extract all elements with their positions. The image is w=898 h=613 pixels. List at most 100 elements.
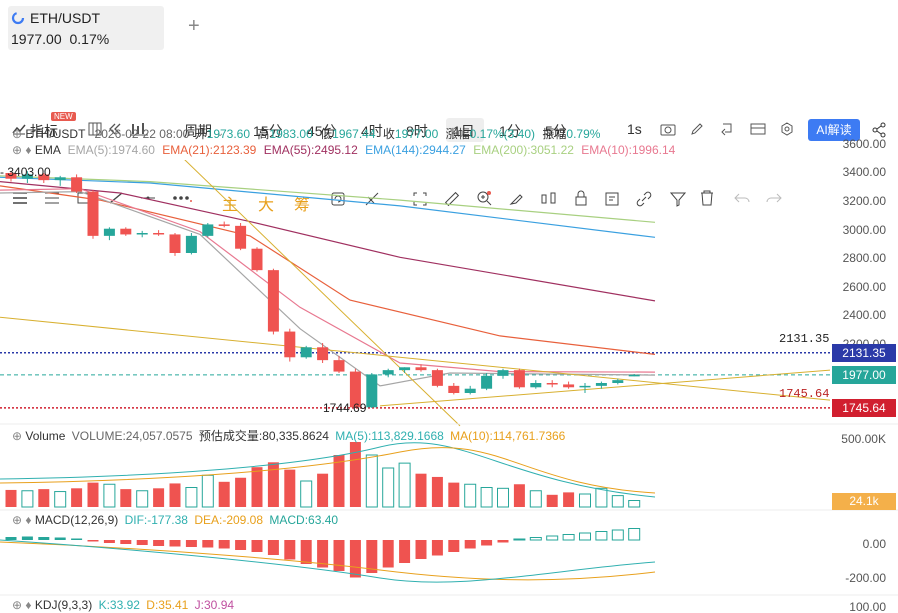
collapse-icon[interactable]: ⊕ [12, 143, 23, 157]
candle-body [103, 228, 115, 236]
macd-dif: DIF:-177.38 [124, 513, 188, 527]
big-order-button[interactable]: 大 [258, 197, 275, 214]
collapse-icon[interactable]: ⊕ [12, 513, 23, 527]
ema-info-line: ⊕ ♦ EMA EMA(5):1974.60 EMA(21):2123.39 E… [12, 143, 675, 157]
chip-button[interactable]: 筹 [294, 197, 311, 214]
candle-body [317, 347, 329, 361]
collapse-icon[interactable]: ⊕ [12, 429, 23, 443]
volume-bar [579, 493, 591, 508]
macd-bar [251, 540, 263, 552]
add-tab-button[interactable]: + [188, 15, 200, 37]
layout-icon[interactable] [750, 122, 766, 136]
bars-icon[interactable] [130, 122, 148, 136]
interval-5m[interactable]: 5分 [545, 123, 567, 139]
macd-bar [267, 540, 279, 555]
bell-icon[interactable]: ♦ [25, 143, 32, 157]
volume-bar [218, 481, 230, 507]
high-marker-value: 3403.00 [7, 165, 51, 179]
open-value: 1973.60 [206, 127, 251, 141]
undo-icon[interactable] [734, 192, 750, 204]
volume-bar [415, 473, 427, 507]
macd-bar [21, 536, 33, 540]
candle-body [300, 347, 312, 358]
settings-icon[interactable] [780, 122, 794, 136]
share-icon[interactable] [871, 122, 887, 138]
more-dots-icon[interactable] [172, 193, 192, 203]
macd-axis-label: 0.00 [862, 537, 886, 551]
price-axis-label: 3200.00 [842, 194, 886, 208]
interval-4h[interactable]: 4时 [361, 123, 383, 139]
tab-price: 1977.00 0.17% [11, 31, 109, 47]
volume-bar [365, 454, 378, 508]
change-label: 涨幅 [445, 127, 470, 141]
volume-info-line: ⊕ Volume VOLUME:24,057.0575 预估成交量:80,335… [12, 427, 565, 444]
period-dropdown[interactable]: 周期 ⌄ [184, 121, 224, 141]
volume-bar [71, 488, 83, 507]
grid-icon[interactable] [88, 122, 102, 136]
volume-ma5: MA(5):113,829.1668 [335, 429, 444, 443]
redo-icon[interactable] [766, 192, 782, 204]
interval-8h[interactable]: 8时 [406, 123, 428, 139]
macd-bar [38, 537, 50, 540]
candle-body [169, 234, 181, 253]
ai-interpret-button[interactable]: AI解读 [808, 119, 860, 141]
macd-label: MACD(12,26,9) [34, 513, 119, 527]
edit-icon[interactable] [690, 122, 704, 136]
volume-bar [398, 462, 411, 508]
tab-change-value: 0.17% [69, 31, 110, 47]
note-icon[interactable] [604, 191, 620, 207]
candles-icon[interactable] [540, 191, 558, 207]
camera-icon[interactable] [660, 122, 676, 136]
change-value: 0.17%(3.40) [469, 127, 536, 141]
indicator-icon[interactable] [12, 123, 26, 135]
interval-1s[interactable]: 1s [627, 121, 642, 137]
volume-bar [529, 490, 542, 508]
candle-body [382, 370, 394, 375]
zoom-in-icon[interactable] [476, 190, 492, 206]
candle-body [120, 228, 132, 235]
macd-bar [366, 540, 378, 573]
kdj-axis-label: 100.00 [849, 600, 886, 613]
volume-bar [382, 467, 395, 508]
main-chart-button[interactable]: 主 [222, 197, 239, 214]
bell-icon[interactable]: ♦ [25, 513, 32, 527]
top-toolbar: 指标 NEW 周期 ⌄ 15分 45分 4时 8时 1日 1分 5分 1s AI… [0, 56, 898, 142]
price-tag-red: 1745.64 [832, 399, 896, 417]
delete-icon[interactable] [700, 190, 714, 206]
high-label: 高 [257, 127, 270, 141]
trendline-upper [0, 316, 831, 401]
ema-label: EMA [34, 143, 61, 157]
filter-icon[interactable] [670, 191, 686, 207]
indicators-button[interactable]: 指标 [30, 123, 58, 139]
candle-body [628, 374, 640, 377]
frame-icon[interactable] [412, 191, 428, 207]
brush-icon[interactable] [508, 191, 524, 207]
macd-bar [464, 540, 476, 549]
bell-icon[interactable]: ♦ [25, 598, 32, 612]
step-back-icon[interactable] [108, 122, 122, 136]
macd-bar [562, 534, 575, 541]
lock-icon[interactable] [574, 190, 588, 206]
high-value: 1983.00 [269, 127, 313, 141]
link-icon[interactable] [636, 191, 652, 207]
ema200-value: EMA(200):3051.22 [473, 143, 574, 157]
refresh-icon[interactable] [330, 191, 346, 207]
interval-1d[interactable]: 1日 [453, 123, 475, 139]
candle-body [218, 224, 230, 226]
candle-body [563, 384, 575, 388]
interval-15m[interactable]: 15分 [253, 123, 283, 139]
undo-box-icon[interactable] [720, 122, 734, 136]
symbol-tab[interactable] [8, 6, 164, 50]
interval-45m[interactable]: 45分 [307, 123, 337, 139]
macd-value: MACD:63.40 [269, 513, 339, 527]
collapse-icon[interactable]: ⊕ [12, 598, 23, 612]
volume-bar [169, 483, 181, 507]
volume-bar [251, 467, 263, 507]
macd-bar [71, 538, 83, 540]
interval-1m[interactable]: 1分 [499, 123, 521, 139]
trendline-icon[interactable] [108, 191, 124, 205]
candle-body [153, 233, 165, 235]
macd-bar [333, 540, 345, 571]
collapse-icon[interactable]: ⊕ [12, 127, 23, 141]
kline-chart[interactable] [0, 160, 898, 613]
